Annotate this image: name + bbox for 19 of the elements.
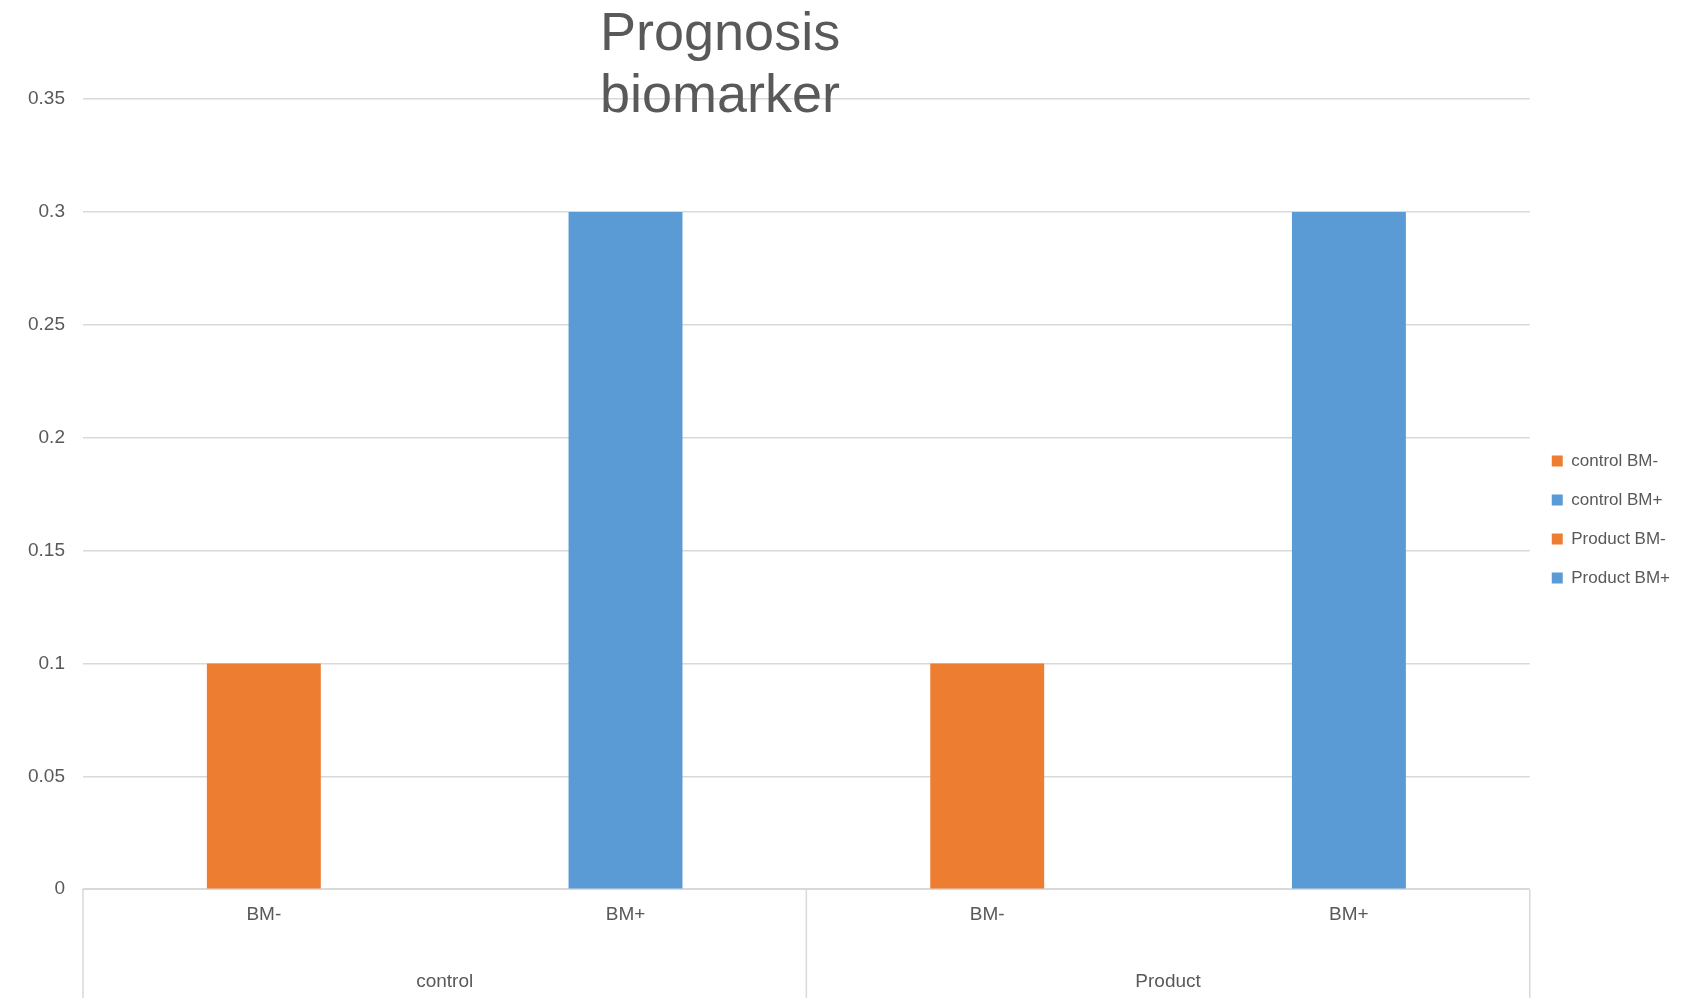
text: control xyxy=(416,970,474,992)
y-tick-label: 0.3 xyxy=(38,200,65,222)
y-tick-label: 0 xyxy=(54,877,65,899)
legend-label: Product BM- xyxy=(1571,528,1666,548)
x-tick-label: BM- xyxy=(246,902,282,924)
y-tick-label: 0.2 xyxy=(38,425,65,447)
legend-label: Product BM+ xyxy=(1571,567,1671,587)
text: Product xyxy=(1135,970,1202,992)
chart-title: Prognosis biomarker xyxy=(600,0,842,124)
y-tick-label: 0.35 xyxy=(28,87,65,109)
y-tick-label: 0.1 xyxy=(38,651,65,673)
y-tick-label: 0.25 xyxy=(28,313,65,335)
y-tick-label: 0.15 xyxy=(28,538,65,560)
legend-label: control BM+ xyxy=(1571,489,1663,509)
y-tick-label: 0.05 xyxy=(28,764,65,786)
legend-label: control BM- xyxy=(1571,450,1659,470)
x-tick-label: BM+ xyxy=(605,902,646,924)
x-tick-label: BM+ xyxy=(1329,902,1369,924)
x-tick-label: BM- xyxy=(969,902,1005,924)
